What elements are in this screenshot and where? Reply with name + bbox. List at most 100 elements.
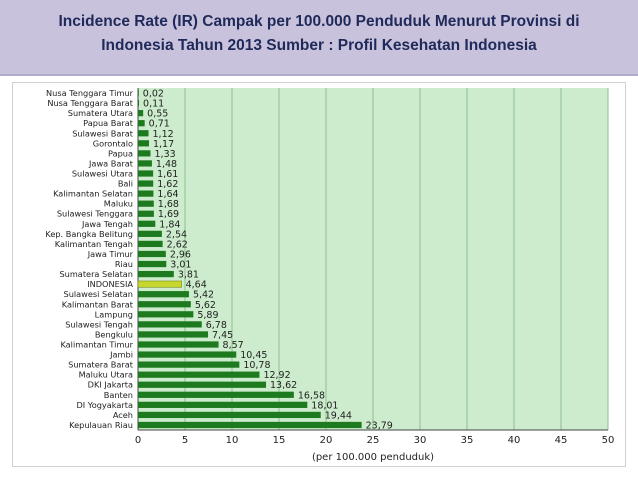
- data-label-32: 19,44: [325, 410, 352, 421]
- category-label-13: Jawa Tengah: [81, 219, 133, 229]
- x-tick-label-5: 5: [182, 435, 188, 446]
- category-label-6: Papua: [108, 148, 133, 158]
- chart-frame: 0 5 10 15 20 25 30 35 40 45 50 Nusa Tenggara Timur 0…: [12, 82, 626, 467]
- data-label-9: 1,62: [157, 179, 178, 190]
- slide-header: Incidence Rate (IR) Campak per 100.000 P…: [0, 0, 638, 76]
- category-label-30: Banten: [104, 390, 133, 400]
- category-label-0: Nusa Tenggara Timur: [46, 88, 134, 98]
- data-label-10: 1,64: [157, 189, 178, 200]
- page-footer: [0, 470, 638, 479]
- category-label-7: Jawa Barat: [88, 158, 134, 168]
- x-tick-label-25: 25: [367, 435, 380, 446]
- bar-18: [138, 270, 174, 278]
- bar-3: [138, 120, 145, 127]
- category-label-4: Sulawesi Barat: [72, 128, 134, 138]
- bar-30: [138, 391, 294, 398]
- title-line-2: Indonesia Tahun 2013 Sumber : Profil Kes…: [101, 37, 537, 54]
- category-label-31: DI Yogyakarta: [76, 400, 133, 410]
- bar-chart: 0 5 10 15 20 25 30 35 40 45 50 Nusa Tenggara Timur 0…: [45, 88, 615, 463]
- data-label-26: 10,45: [240, 350, 267, 361]
- category-label-24: Bengkulu: [95, 329, 133, 339]
- bar-14: [138, 230, 162, 237]
- category-label-28: Maluku Utara: [79, 370, 133, 380]
- bar-23: [138, 321, 202, 328]
- bar-8: [138, 170, 154, 177]
- bar-4: [138, 130, 149, 137]
- bar-32: [138, 411, 321, 419]
- bar-15: [138, 240, 163, 248]
- bar-6: [138, 150, 151, 157]
- x-tick-label-50: 50: [602, 435, 615, 446]
- data-label-11: 1,68: [158, 199, 179, 210]
- data-label-7: 1,48: [156, 159, 177, 170]
- bar-2: [138, 110, 144, 117]
- category-label-1: Nusa Tenggara Barat: [47, 98, 133, 108]
- bar-28: [138, 371, 260, 378]
- bar-26: [138, 351, 237, 358]
- category-label-9: Bali: [118, 179, 133, 189]
- data-label-30: 16,58: [298, 390, 325, 401]
- data-label-6: 1,33: [155, 149, 176, 160]
- data-label-17: 3,01: [170, 260, 191, 271]
- x-tick-label-35: 35: [461, 435, 474, 446]
- bar-9: [138, 180, 154, 187]
- category-label-14: Kep. Bangka Belitung: [45, 229, 133, 239]
- data-label-25: 8,57: [223, 340, 244, 351]
- category-label-25: Kalimantan Timur: [60, 340, 133, 350]
- x-tick-label-10: 10: [226, 435, 239, 446]
- category-label-29: DKI Jakarta: [88, 380, 133, 390]
- category-label-19: INDONESIA: [87, 279, 133, 289]
- bar-0: [138, 89, 139, 97]
- category-label-21: Kalimantan Barat: [62, 299, 134, 309]
- bar-29: [138, 381, 267, 388]
- category-label-22: Lampung: [95, 309, 133, 319]
- bar-24: [138, 331, 209, 338]
- category-label-8: Sulawesi Utara: [72, 169, 133, 179]
- category-label-20: Sulawesi Selatan: [64, 289, 134, 299]
- data-label-8: 1,61: [157, 169, 178, 180]
- data-label-31: 18,01: [311, 400, 338, 411]
- data-label-27: 10,78: [243, 360, 270, 371]
- x-tick-label-0: 0: [135, 435, 141, 446]
- data-label-18: 3,81: [178, 270, 199, 281]
- bar-19: [137, 280, 182, 288]
- category-label-32: Aceh: [113, 410, 133, 420]
- category-label-26: Jambi: [109, 350, 133, 360]
- bar-20: [138, 291, 189, 298]
- category-label-33: Kepulauan Riau: [69, 420, 133, 430]
- data-label-23: 6,78: [206, 320, 227, 331]
- bar-7: [138, 160, 152, 167]
- data-label-13: 1,84: [159, 219, 180, 230]
- category-label-16: Jawa Timur: [87, 249, 134, 259]
- data-label-3: 0,71: [149, 119, 170, 130]
- x-tick-label-20: 20: [320, 435, 333, 446]
- data-label-0: 0,02: [143, 89, 164, 100]
- data-label-14: 2,54: [166, 229, 187, 240]
- data-label-1: 0,11: [143, 99, 164, 110]
- data-label-21: 5,62: [195, 300, 216, 311]
- bar-17: [138, 260, 167, 268]
- category-label-12: Sulawesi Tenggara: [57, 209, 133, 219]
- bar-12: [138, 210, 154, 217]
- category-label-5: Gorontalo: [93, 138, 133, 148]
- category-label-15: Kalimantan Tengah: [55, 239, 133, 249]
- category-label-17: Riau: [115, 259, 133, 269]
- x-tick-label-45: 45: [555, 435, 568, 446]
- data-label-33: 23,79: [366, 420, 393, 431]
- x-axis-label: (per 100.000 penduduk): [312, 452, 434, 463]
- category-label-27: Sumatera Barat: [68, 360, 134, 370]
- bar-11: [138, 200, 154, 207]
- category-label-23: Sulawesi Tengah: [65, 319, 133, 329]
- data-label-12: 1,69: [158, 209, 179, 220]
- data-label-15: 2,62: [167, 239, 188, 250]
- category-label-11: Maluku: [104, 199, 133, 209]
- data-label-4: 1,12: [153, 129, 174, 140]
- bar-31: [138, 401, 308, 408]
- bar-1: [138, 99, 140, 107]
- bar-13: [138, 220, 156, 227]
- data-label-22: 5,89: [197, 310, 218, 321]
- bar-22: [138, 311, 194, 318]
- title-line-1: Incidence Rate (IR) Campak per 100.000 P…: [58, 13, 580, 30]
- data-label-24: 7,45: [212, 330, 233, 341]
- category-label-18: Sumatera Selatan: [59, 269, 133, 279]
